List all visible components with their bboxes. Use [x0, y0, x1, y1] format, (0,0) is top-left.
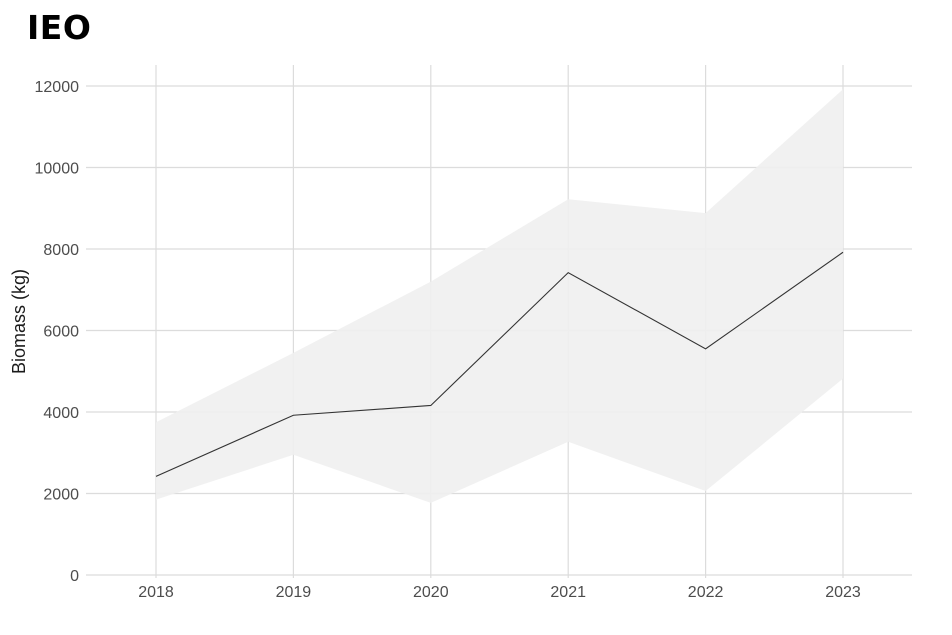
y-tick-label: 4000 — [43, 405, 79, 422]
y-axis-ticks: 0 2000 4000 6000 8000 10000 12000 — [35, 79, 80, 585]
y-axis-title: Biomass (kg) — [9, 269, 29, 374]
x-tick-label: 2022 — [688, 584, 724, 601]
data-line — [155, 251, 844, 477]
confidence-band-area — [156, 89, 843, 503]
y-tick-label: 0 — [70, 568, 79, 585]
series-line — [155, 251, 844, 477]
chart-title: IEO — [27, 8, 92, 47]
y-tick-label: 8000 — [43, 242, 79, 259]
x-tick-label: 2019 — [276, 584, 312, 601]
y-tick-label: 12000 — [35, 79, 80, 96]
x-axis-ticks: 2018 2019 2020 2021 2022 2023 — [138, 584, 861, 601]
confidence-band — [156, 89, 843, 503]
y-tick-label: 10000 — [35, 161, 80, 178]
y-tick-label: 6000 — [43, 324, 79, 341]
x-tick-label: 2018 — [138, 584, 174, 601]
x-tick-label: 2021 — [550, 584, 586, 601]
y-tick-label: 2000 — [43, 487, 79, 504]
x-tick-label: 2020 — [413, 584, 449, 601]
x-tick-label: 2023 — [825, 584, 861, 601]
